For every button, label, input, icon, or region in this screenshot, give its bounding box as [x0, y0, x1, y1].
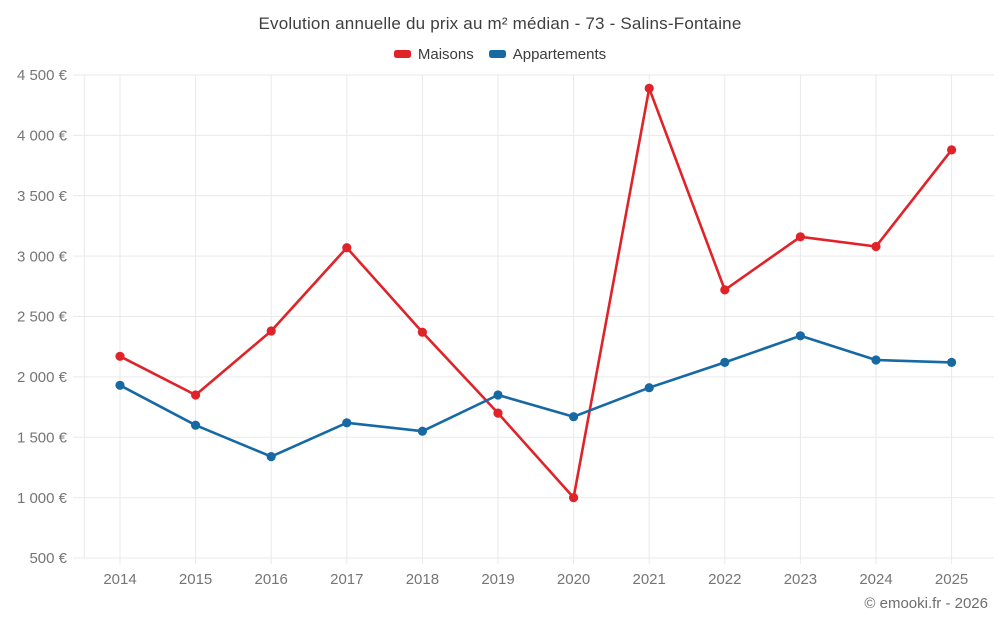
- data-point-appartements-2024[interactable]: [871, 355, 881, 365]
- x-tick-label: 2018: [406, 571, 439, 588]
- x-tick-label: 2015: [179, 571, 212, 588]
- x-tick-label: 2020: [557, 571, 590, 588]
- data-point-maisons-2024[interactable]: [871, 241, 881, 252]
- data-point-appartements-2018[interactable]: [417, 426, 427, 436]
- y-tick-label: 3 000 €: [17, 248, 68, 265]
- y-tick-label: 1 000 €: [17, 490, 68, 507]
- legend-label-maisons: Maisons: [417, 45, 474, 63]
- data-point-appartements-2022[interactable]: [720, 357, 730, 367]
- data-point-maisons-2020[interactable]: [569, 493, 579, 503]
- data-point-appartements-2014[interactable]: [115, 380, 125, 390]
- legend-label-appartements: Appartements: [512, 45, 607, 63]
- data-point-appartements-2015[interactable]: [191, 420, 201, 430]
- x-tick-label: 2014: [103, 571, 136, 588]
- maisons-series-swatch-icon: [393, 50, 411, 58]
- data-point-appartements-2023[interactable]: [795, 331, 806, 341]
- x-tick-label: 2025: [935, 571, 968, 588]
- appartements-line: [118, 334, 953, 458]
- y-tick-label: 3 500 €: [17, 188, 68, 205]
- data-point-maisons-2023[interactable]: [795, 232, 806, 242]
- chart-legend: Maisons Appartements: [0, 44, 1000, 64]
- y-tick-label: 500 €: [29, 550, 67, 567]
- data-point-appartements-2016[interactable]: [266, 452, 276, 462]
- data-point-maisons-2022[interactable]: [720, 285, 730, 295]
- x-tick-label: 2023: [784, 571, 817, 588]
- y-tick-label: 2 000 €: [17, 369, 68, 386]
- data-point-appartements-2020[interactable]: [569, 412, 579, 422]
- chart-title: Evolution annuelle du prix au m² médian …: [258, 14, 742, 33]
- x-tick-label: 2019: [481, 571, 514, 588]
- y-tick-label: 1 500 €: [17, 429, 68, 446]
- legend-item-appartements[interactable]: Appartements: [488, 45, 607, 63]
- x-tick-label: 2022: [708, 571, 741, 588]
- data-point-maisons-2018[interactable]: [417, 327, 427, 337]
- x-tick-label: 2024: [859, 571, 892, 588]
- data-point-appartements-2021[interactable]: [644, 383, 654, 393]
- x-tick-label: 2016: [255, 571, 288, 588]
- data-point-maisons-2015[interactable]: [191, 390, 201, 400]
- appartements-series-swatch-icon: [488, 50, 506, 58]
- data-point-maisons-2021[interactable]: [644, 83, 654, 93]
- x-tick-label: 2017: [330, 571, 363, 588]
- copyright-text: © emooki.fr - 2026: [864, 595, 988, 612]
- y-tick-label: 4 000 €: [17, 128, 68, 145]
- y-tick-label: 2 500 €: [17, 309, 68, 326]
- data-point-appartements-2019[interactable]: [493, 390, 503, 400]
- data-point-maisons-2016[interactable]: [266, 326, 276, 336]
- data-point-maisons-2019[interactable]: [493, 408, 503, 418]
- x-tick-label: 2021: [633, 571, 666, 588]
- legend-item-maisons[interactable]: Maisons: [393, 45, 474, 63]
- data-point-maisons-2017[interactable]: [342, 243, 352, 253]
- data-point-appartements-2017[interactable]: [342, 418, 352, 428]
- data-point-maisons-2025[interactable]: [947, 145, 957, 155]
- data-point-appartements-2025[interactable]: [947, 357, 957, 367]
- data-point-maisons-2014[interactable]: [115, 351, 125, 361]
- maisons-line: [118, 87, 953, 499]
- y-tick-label: 4 500 €: [17, 67, 68, 84]
